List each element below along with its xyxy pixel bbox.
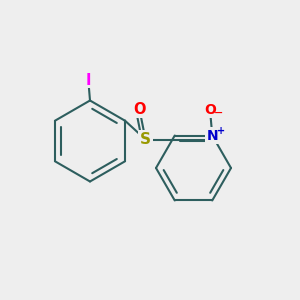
Text: I: I [86,73,91,88]
Text: −: − [214,108,223,118]
Text: S: S [140,132,151,147]
Text: O: O [133,102,146,117]
Text: O: O [204,103,216,116]
Text: +: + [217,126,225,136]
Text: N: N [206,128,218,142]
